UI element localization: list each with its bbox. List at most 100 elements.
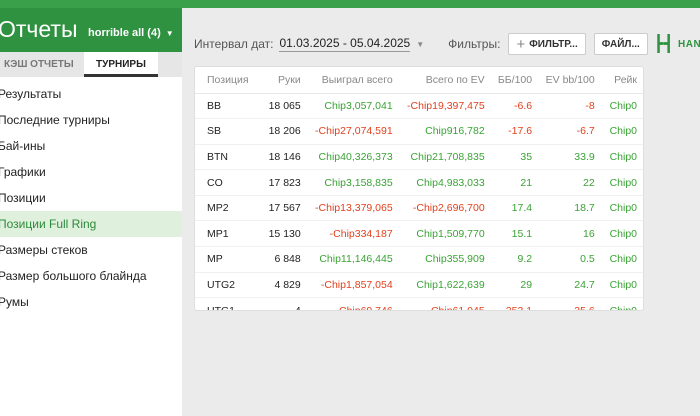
cell-hands: 18 065 <box>268 99 301 112</box>
table-row[interactable]: MP1 15 130 -Chip334,187 Chip1,509,770 15.1 16… <box>195 221 643 247</box>
cell-hands: 18 146 <box>268 150 301 163</box>
table-row[interactable]: BTN 18 146 Chip40,326,373 Chip21,708,835 35 3… <box>195 144 643 170</box>
cell-hands: 18 206 <box>268 125 301 138</box>
col-hands[interactable]: Руки <box>278 73 301 86</box>
col-rake[interactable]: Рейк <box>614 73 637 86</box>
cell-ev-bb100: 22 <box>583 176 595 189</box>
filter-bar: Интервал дат: 01.03.2025 - 05.04.2025 ▼ … <box>194 33 700 55</box>
col-won-total[interactable]: Выиграл всего <box>321 73 393 86</box>
cell-ev-total: -Chip61,045 <box>427 304 485 311</box>
sidebar-item[interactable]: Графики <box>0 165 46 179</box>
cell-bb100: 17.4 <box>511 202 533 215</box>
table-row[interactable]: CO 17 823 Chip3,158,835 Chip4,983,033 21 22 Ch… <box>195 170 643 196</box>
cell-won-total: -Chip1,857,054 <box>320 278 393 291</box>
cell-bb100: 29 <box>520 278 533 291</box>
cell-position: UTG1 <box>207 304 236 311</box>
cell-bb100: 35 <box>520 150 533 163</box>
main-content: Интервал дат: 01.03.2025 - 05.04.2025 ▼ … <box>182 8 700 416</box>
cell-won-total: Chip40,326,373 <box>318 150 393 163</box>
cell-rake: Chip0 <box>609 278 637 291</box>
positions-table-card: Позиция Руки Выиграл всего Всего по EV Б… <box>194 66 644 311</box>
cell-bb100: -6.6 <box>514 99 533 112</box>
cell-ev-total: Chip4,983,033 <box>416 176 485 189</box>
cell-position: UTG2 <box>207 278 236 291</box>
cell-ev-bb100: 0.5 <box>580 253 595 266</box>
file-filter-button[interactable]: ФАЙЛ... <box>593 33 648 55</box>
add-filter-button[interactable]: + ФИЛЬТР... <box>508 33 586 55</box>
interval-label: Интервал дат: <box>194 37 274 51</box>
cell-hands: 17 567 <box>268 202 301 215</box>
cell-ev-total: -Chip2,696,700 <box>412 202 485 215</box>
cell-position: BB <box>207 99 222 112</box>
table-row[interactable]: UTG1 4 -Chip69,746 -Chip61,045 -253.1 -35.6 Ch… <box>195 298 643 311</box>
caret-down-icon[interactable]: ▼ <box>416 39 425 49</box>
cell-position: MP1 <box>207 227 229 240</box>
report-type-tabs: КЭШ ОТЧЕТЫ ТУРНИРЫ <box>0 52 182 77</box>
sidebar-item[interactable]: Румы <box>0 295 29 309</box>
top-accent-bar <box>0 0 700 8</box>
col-bb100[interactable]: ББ/100 <box>497 73 533 86</box>
cell-hands: 17 823 <box>268 176 301 189</box>
sidebar-item[interactable]: Результаты <box>0 87 62 101</box>
file-filter-label: ФАЙЛ... <box>601 38 640 50</box>
cell-position: BTN <box>207 150 228 163</box>
col-ev-bb100[interactable]: EV bb/100 <box>545 73 595 86</box>
cell-won-total: -Chip334,187 <box>329 227 393 240</box>
cell-bb100: 21 <box>520 176 533 189</box>
sidebar-item[interactable]: Бай-ины <box>0 139 46 153</box>
cell-hands: 15 130 <box>268 227 301 240</box>
tab-cash-reports[interactable]: КЭШ ОТЧЕТЫ <box>4 59 74 70</box>
cell-rake: Chip0 <box>609 99 637 112</box>
cell-ev-total: -Chip19,397,475 <box>407 99 485 112</box>
table-row[interactable]: MP2 17 567 -Chip13,379,065 -Chip2,696,700 17… <box>195 195 643 221</box>
table-row[interactable]: SB 18 206 -Chip27,074,591 Chip916,782 -17.6 -… <box>195 119 643 145</box>
cell-bb100: 15.1 <box>511 227 533 240</box>
hand2note-logo-icon: ┣┫ <box>653 36 675 53</box>
sidebar-item[interactable]: Последние турниры <box>0 113 110 127</box>
cell-won-total: Chip3,057,041 <box>324 99 393 112</box>
cell-ev-total: Chip1,622,639 <box>416 278 485 291</box>
cell-ev-total: Chip21,708,835 <box>410 150 485 163</box>
cell-hands: 4 829 <box>274 278 301 291</box>
col-ev-total[interactable]: Всего по EV <box>425 73 485 86</box>
cell-ev-total: Chip355,909 <box>425 253 485 266</box>
page-title: Отчеты <box>0 16 78 42</box>
cell-ev-bb100: 16 <box>583 227 595 240</box>
table-header-row: Позиция Руки Выиграл всего Всего по EV Б… <box>195 67 643 93</box>
cell-rake: Chip0 <box>609 202 637 215</box>
plus-icon: + <box>516 35 526 53</box>
cell-position: CO <box>207 176 223 189</box>
sidebar-item[interactable]: Размеры стеков <box>0 243 88 257</box>
cell-ev-bb100: -8 <box>585 99 595 112</box>
table-row[interactable]: BB 18 065 Chip3,057,041 -Chip19,397,475 -6.6… <box>195 93 643 119</box>
cell-won-total: -Chip13,379,065 <box>315 202 393 215</box>
sidebar-item[interactable]: Позиции Full Ring <box>0 211 182 237</box>
cell-ev-bb100: 18.7 <box>574 202 595 215</box>
cell-won-total: Chip3,158,835 <box>324 176 393 189</box>
cell-bb100: 9.2 <box>517 253 533 266</box>
table-row[interactable]: UTG2 4 829 -Chip1,857,054 Chip1,622,639 29 24… <box>195 272 643 298</box>
cell-hands: 4 <box>294 304 301 311</box>
cell-ev-bb100: 33.9 <box>574 150 595 163</box>
sidebar-item[interactable]: Позиции <box>0 191 46 205</box>
date-range-picker[interactable]: 01.03.2025 - 05.04.2025 <box>279 36 411 52</box>
hand2note-logo: ┣┫ HAND2NO <box>654 34 700 54</box>
cell-ev-total: Chip916,782 <box>425 125 485 138</box>
cell-rake: Chip0 <box>609 150 637 163</box>
cell-position: SB <box>207 125 222 138</box>
filters-label: Фильтры: <box>448 37 501 51</box>
user-selector[interactable]: horrible all (4) ▼ <box>88 27 174 39</box>
logo-text: HAND2NO <box>678 38 700 50</box>
positions-table: Позиция Руки Выиграл всего Всего по EV Б… <box>195 67 643 311</box>
cell-ev-bb100: 24.7 <box>574 278 595 291</box>
cell-won-total: -Chip27,074,591 <box>315 125 393 138</box>
table-body: BB 18 065 Chip3,057,041 -Chip19,397,475 -6.6… <box>195 93 643 311</box>
table-row[interactable]: MP 6 848 Chip11,146,445 Chip355,909 9.2 0.5 Ch… <box>195 247 643 273</box>
cell-won-total: Chip11,146,445 <box>319 253 393 266</box>
cell-rake: Chip0 <box>609 125 637 138</box>
col-position[interactable]: Позиция <box>207 73 249 86</box>
tab-tournaments[interactable]: ТУРНИРЫ <box>84 52 158 77</box>
sidebar-item[interactable]: Размер большого блайнда <box>0 269 147 283</box>
cell-rake: Chip0 <box>609 304 637 311</box>
user-label: horrible all (4) <box>88 27 161 39</box>
